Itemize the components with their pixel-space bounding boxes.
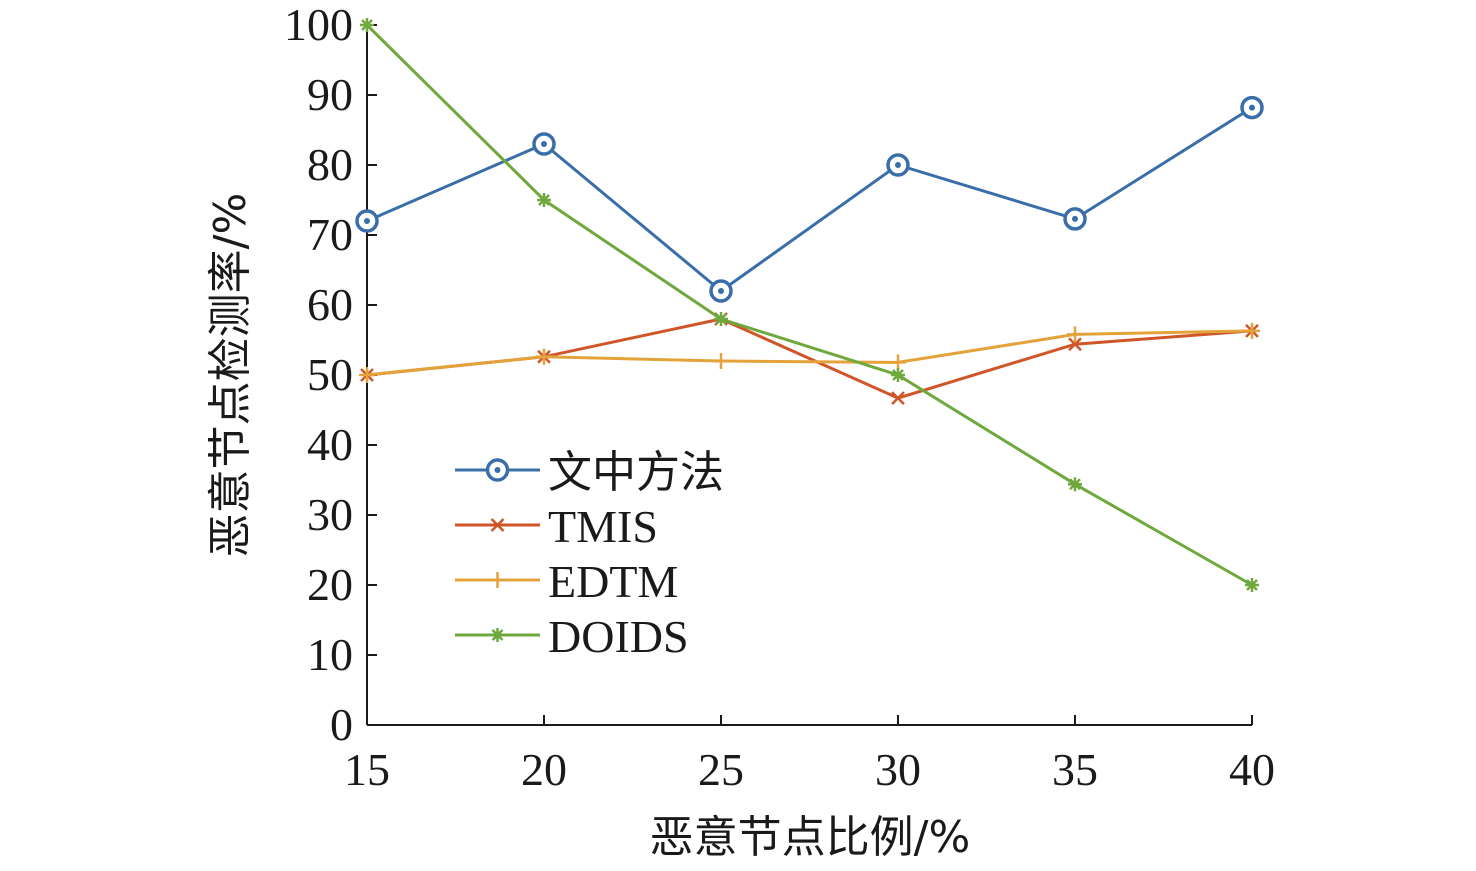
legend-marker — [490, 628, 505, 642]
legend-marker — [489, 572, 506, 588]
y-axis-label: 恶意节点检测率/% — [205, 193, 256, 558]
legend-item: TMIS — [455, 501, 658, 552]
x-tick-label: 20 — [521, 744, 567, 795]
legend-marker — [490, 518, 505, 532]
x-tick-label: 40 — [1229, 744, 1275, 795]
series-2 — [359, 322, 1260, 383]
data-point — [1068, 477, 1082, 492]
data-point — [355, 209, 379, 233]
data-point — [1240, 95, 1264, 120]
data-point — [709, 279, 733, 303]
legend-item: EDTM — [455, 556, 678, 607]
legend-item: 文中方法 — [455, 447, 724, 498]
legend-label: TMIS — [548, 501, 658, 552]
series-line — [366, 329, 1253, 377]
series-3 — [360, 18, 1259, 592]
data-point — [714, 312, 728, 326]
series-layer — [355, 18, 1264, 592]
legend-label: DOIDS — [548, 611, 689, 662]
series-0 — [355, 95, 1264, 303]
y-tick-label: 40 — [307, 419, 353, 470]
series-1 — [360, 312, 1259, 405]
data-point — [1068, 337, 1082, 352]
axes: 0 10 20 30 40 50 60 70 80 90 100 15 20 25 30 35 40 — [284, 0, 1275, 795]
series-line — [366, 317, 1253, 400]
legend-label: 文中方法 — [548, 447, 724, 498]
x-tick-label: 30 — [875, 744, 921, 795]
data-point — [891, 391, 905, 405]
data-point — [532, 132, 556, 156]
x-tick-label: 15 — [344, 744, 390, 795]
x-tick-label: 25 — [698, 744, 744, 795]
x-axis-label: 恶意节点比例/% — [650, 812, 971, 863]
y-tick-label: 50 — [307, 349, 353, 400]
x-tick-label: 35 — [1052, 744, 1098, 795]
data-point — [886, 153, 910, 177]
y-tick-label: 0 — [330, 699, 353, 750]
y-tick-label: 30 — [307, 489, 353, 540]
data-point — [1245, 578, 1259, 592]
data-point — [536, 348, 552, 365]
legend-marker — [485, 458, 510, 482]
data-point — [359, 367, 375, 383]
y-tick-label: 90 — [307, 69, 353, 120]
data-point — [1244, 322, 1260, 339]
data-point — [1063, 207, 1087, 231]
y-tick-label: 60 — [307, 279, 353, 330]
y-tick-label: 10 — [307, 629, 353, 680]
data-point — [891, 368, 905, 382]
y-tick-label: 100 — [284, 0, 353, 50]
data-point — [713, 353, 729, 369]
data-point — [360, 18, 374, 32]
y-tick-label: 20 — [307, 559, 353, 610]
data-point — [890, 354, 906, 371]
data-point — [1067, 326, 1083, 343]
y-tick-label: 70 — [307, 209, 353, 260]
legend-item: DOIDS — [455, 611, 689, 662]
y-tick-label: 80 — [307, 139, 353, 190]
series-line — [366, 106, 1253, 293]
legend-label: EDTM — [548, 556, 678, 607]
data-point — [537, 193, 551, 207]
series-line — [365, 23, 1253, 587]
